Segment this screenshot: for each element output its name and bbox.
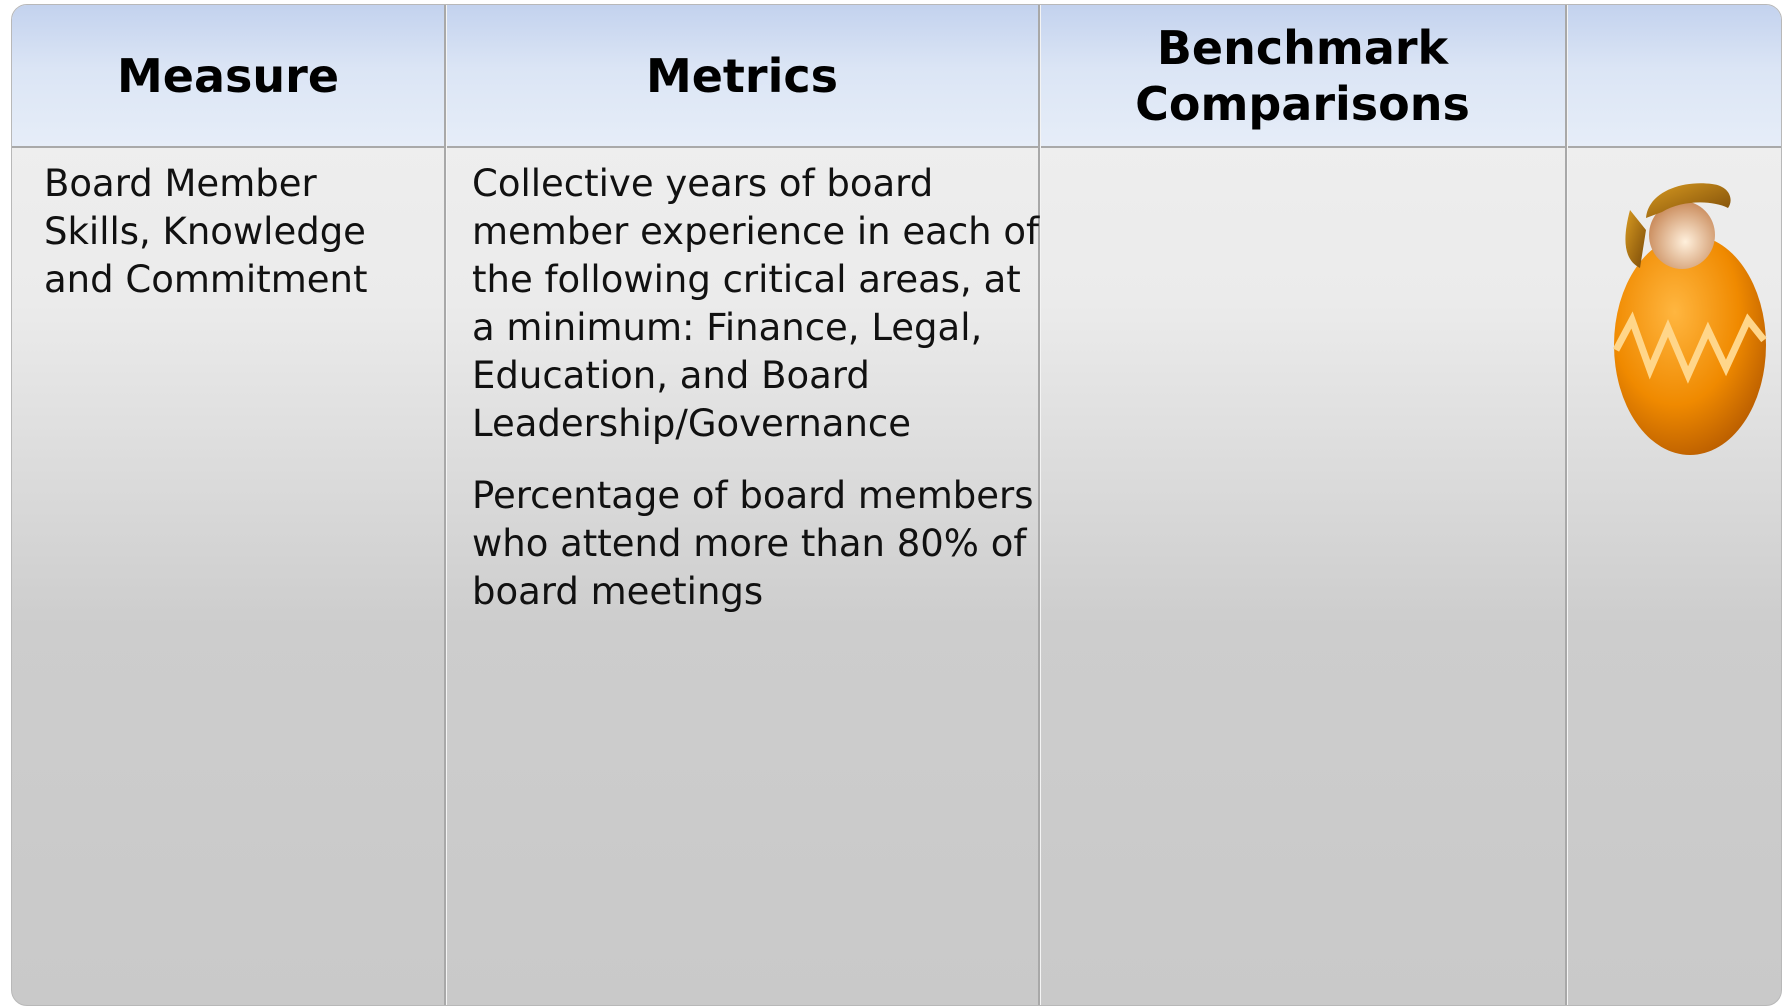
header-cell: Benchmark Comparisons	[1135, 20, 1470, 131]
column-divider	[1565, 5, 1567, 1005]
table: Measure Metrics Benchmark Comparisons Bo…	[11, 4, 1782, 1006]
column-divider	[1038, 5, 1040, 1005]
header-row	[12, 5, 1781, 148]
metric-text: Collective years of board member experie…	[472, 162, 1040, 445]
header-cell: Measure	[116, 48, 340, 103]
metric-text: Percentage of board members who attend m…	[472, 474, 1034, 613]
header-cell: Metrics	[645, 48, 839, 103]
person-icon	[1612, 183, 1767, 455]
column-divider	[444, 5, 446, 1005]
measure-cell: Board Member Skills, Knowledge and Commi…	[44, 162, 368, 301]
metrics-cell: Collective years of board member experie…	[472, 160, 1042, 640]
